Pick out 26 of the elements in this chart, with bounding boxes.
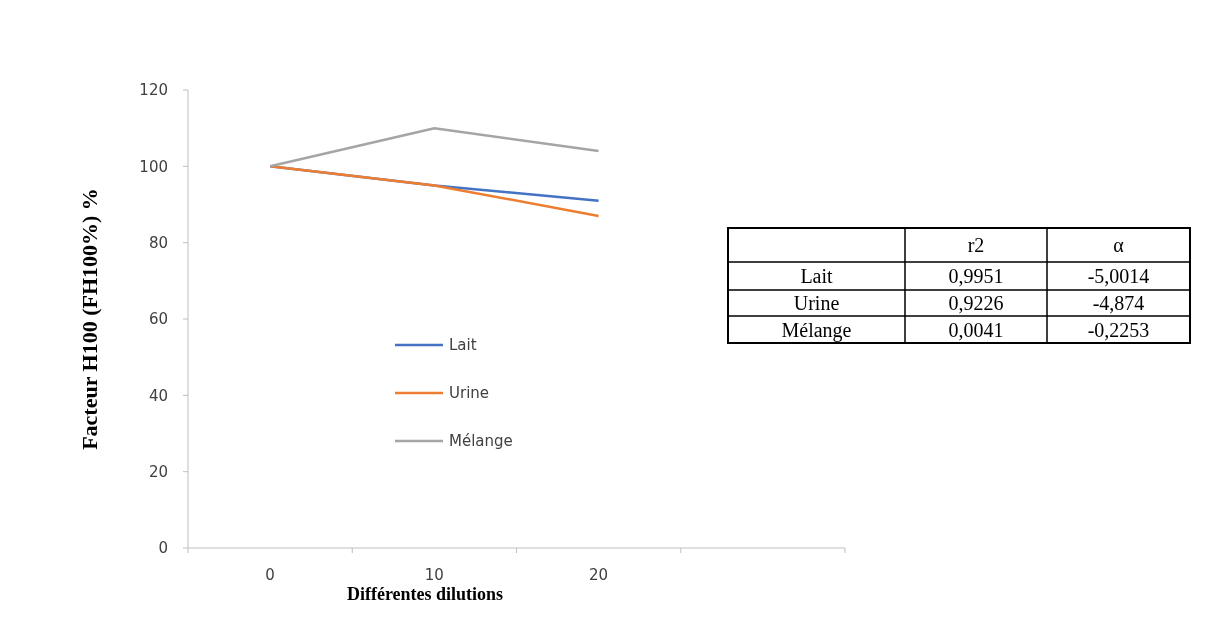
y-tick-label: 120 [139, 81, 168, 100]
legend-label: Urine [449, 384, 490, 403]
text: α [1113, 234, 1125, 256]
y-tick-label: 100 [139, 157, 168, 176]
text: -0,2253 [1087, 318, 1150, 341]
x-tick-label: 10 [424, 566, 444, 584]
y-tick-label: 40 [148, 386, 168, 405]
y-tick-label: 0 [158, 539, 168, 558]
text: -4,874 [1092, 292, 1145, 314]
text: 0,9951 [948, 265, 1004, 287]
annotation: Lait [800, 265, 834, 287]
x-tick-label: 0 [265, 566, 275, 584]
legend-label: Lait [449, 336, 477, 355]
annotation: Mélange [781, 318, 852, 342]
annotation: Urine [793, 292, 840, 314]
y-tick-label: 80 [148, 233, 168, 252]
legend-label: Mélange [449, 432, 513, 451]
y-axis-title: Facteur H100 (FH100%) % [77, 188, 102, 450]
text: 0,0041 [948, 318, 1004, 341]
text: r2 [967, 234, 985, 256]
text: -5,0014 [1087, 265, 1150, 287]
x-tick-label: 20 [589, 566, 609, 584]
x-axis-title: Différentes dilutions [346, 584, 504, 604]
text: 0,9226 [948, 292, 1004, 314]
y-tick-label: 20 [148, 462, 168, 481]
y-tick-label: 60 [148, 310, 168, 329]
